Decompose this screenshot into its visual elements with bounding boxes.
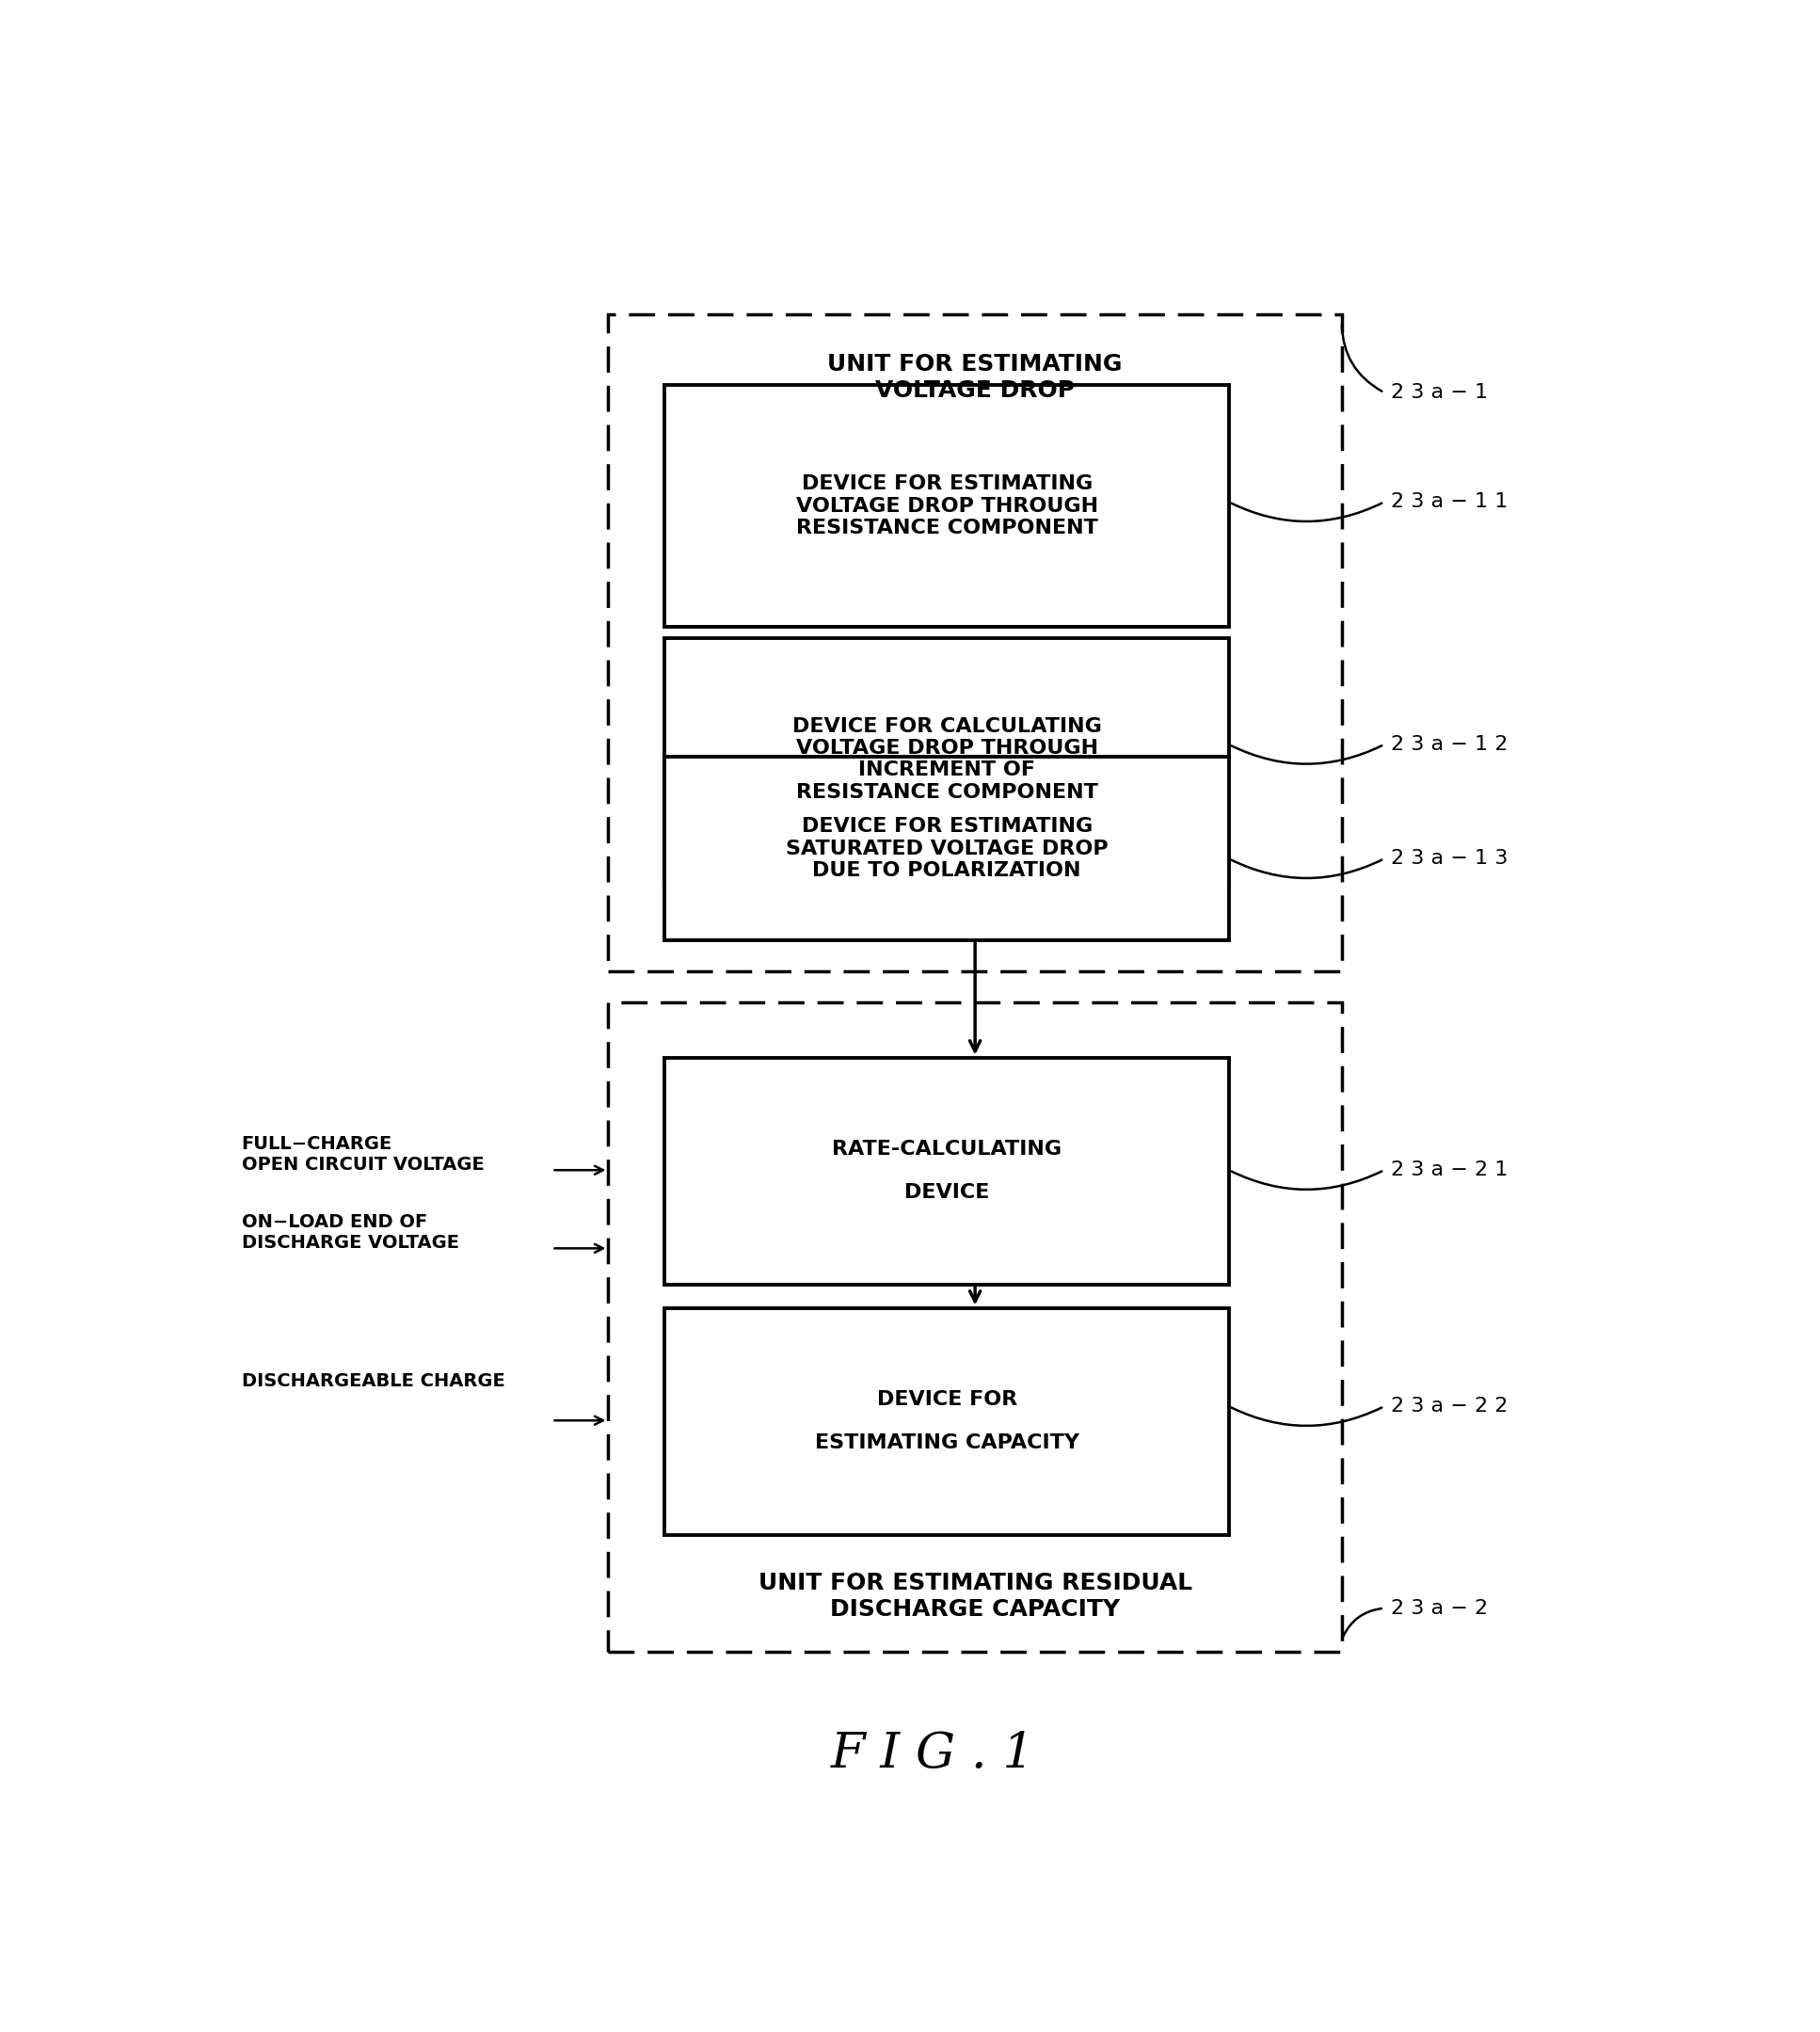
Text: 2 3 a − 2 2: 2 3 a − 2 2 <box>1390 1396 1509 1416</box>
Text: DISCHARGEABLE CHARGE: DISCHARGEABLE CHARGE <box>242 1372 504 1390</box>
Text: UNIT FOR ESTIMATING
VOLTAGE DROP: UNIT FOR ESTIMATING VOLTAGE DROP <box>828 354 1123 402</box>
Bar <box>608 1002 1341 1652</box>
Text: DEVICE FOR ESTIMATING
VOLTAGE DROP THROUGH
RESISTANCE COMPONENT: DEVICE FOR ESTIMATING VOLTAGE DROP THROU… <box>795 475 1097 536</box>
Bar <box>608 315 1341 971</box>
Text: ON−LOAD END OF
DISCHARGE VOLTAGE: ON−LOAD END OF DISCHARGE VOLTAGE <box>242 1213 459 1252</box>
Bar <box>664 384 1228 628</box>
Text: 2 3 a − 1: 2 3 a − 1 <box>1390 384 1489 402</box>
Text: DEVICE FOR

ESTIMATING CAPACITY: DEVICE FOR ESTIMATING CAPACITY <box>815 1390 1079 1453</box>
Text: RATE-CALCULATING

DEVICE: RATE-CALCULATING DEVICE <box>832 1140 1061 1203</box>
Text: 2 3 a − 1 2: 2 3 a − 1 2 <box>1390 736 1509 754</box>
Bar <box>664 758 1228 941</box>
Text: 2 3 a − 2: 2 3 a − 2 <box>1390 1599 1489 1617</box>
Bar <box>664 638 1228 880</box>
Text: 2 3 a − 2 1: 2 3 a − 2 1 <box>1390 1160 1509 1179</box>
Text: DEVICE FOR ESTIMATING
SATURATED VOLTAGE DROP
DUE TO POLARIZATION: DEVICE FOR ESTIMATING SATURATED VOLTAGE … <box>786 817 1108 880</box>
Bar <box>664 1057 1228 1284</box>
Text: 2 3 a − 1 3: 2 3 a − 1 3 <box>1390 849 1509 868</box>
Text: DEVICE FOR CALCULATING
VOLTAGE DROP THROUGH
INCREMENT OF
RESISTANCE COMPONENT: DEVICE FOR CALCULATING VOLTAGE DROP THRO… <box>792 717 1101 801</box>
Text: 2 3 a − 1 1: 2 3 a − 1 1 <box>1390 492 1509 512</box>
Text: UNIT FOR ESTIMATING RESIDUAL
DISCHARGE CAPACITY: UNIT FOR ESTIMATING RESIDUAL DISCHARGE C… <box>759 1573 1192 1622</box>
Bar <box>664 1309 1228 1534</box>
Text: F I G . 1: F I G . 1 <box>830 1729 1036 1778</box>
Text: FULL−CHARGE
OPEN CIRCUIT VOLTAGE: FULL−CHARGE OPEN CIRCUIT VOLTAGE <box>242 1136 484 1174</box>
